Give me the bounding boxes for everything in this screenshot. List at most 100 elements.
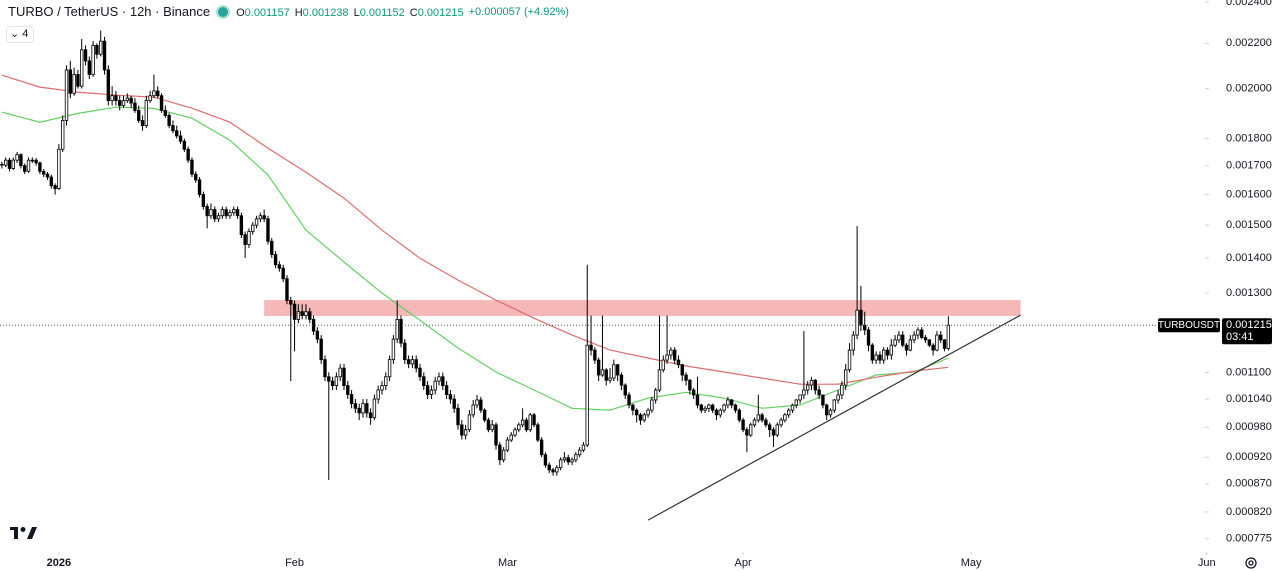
candle-body [167, 115, 171, 126]
candle-body [600, 369, 605, 376]
candle-body [532, 414, 536, 426]
candle-body [368, 412, 373, 419]
candle-body [239, 215, 244, 236]
candle-body [737, 409, 741, 421]
candle-body [726, 399, 730, 406]
candle-body [91, 45, 95, 75]
candle-body [794, 399, 798, 406]
candle-body [927, 339, 932, 346]
x-tick-label: May [961, 557, 982, 569]
candle-body [813, 379, 817, 391]
candle-body [289, 300, 293, 305]
candle-body [87, 60, 92, 75]
candle-body [904, 344, 909, 351]
candle-body [536, 424, 540, 441]
y-tick-label: 0.000820 [1226, 506, 1272, 518]
candle-body [399, 318, 403, 344]
candle-body [197, 179, 202, 195]
candle-body [665, 354, 669, 361]
candle-body [908, 339, 913, 351]
candle-body [520, 419, 525, 426]
candle-body [53, 185, 57, 190]
indicators-toggle[interactable]: ⌄ 4 [6, 26, 35, 43]
candle-body [589, 344, 593, 351]
candle-body [874, 354, 878, 361]
candle-body [691, 389, 696, 396]
candle-body [577, 449, 582, 456]
y-tick-label: 0.001100 [1226, 366, 1271, 378]
candle-body [574, 454, 578, 461]
ohlc-key: L [353, 7, 360, 19]
candle-body [133, 102, 137, 111]
symbol[interactable]: TURBO / TetherUS · 12h · Binance [8, 4, 211, 19]
candle-body [243, 234, 247, 245]
y-tick-label: 0.001700 [1226, 160, 1272, 172]
price-tag: 0.001215 [1226, 319, 1272, 331]
candle-body [775, 424, 779, 436]
candle-body [4, 159, 8, 166]
candle-body [756, 414, 760, 421]
candle-body [767, 424, 772, 431]
candle-body [524, 419, 529, 431]
candle-body [342, 367, 346, 386]
candle-body [175, 130, 179, 137]
candle-body [19, 154, 23, 167]
x-tick-label: Feb [285, 557, 304, 569]
candle-body [566, 457, 570, 463]
candle-body [262, 215, 266, 220]
candle-body [661, 359, 665, 371]
candle-body [771, 429, 776, 436]
candle-body [897, 334, 901, 341]
settings-icon[interactable] [1245, 557, 1257, 569]
candle-body [638, 414, 643, 421]
candle-body [615, 364, 620, 376]
ohlc-key: C [409, 7, 418, 19]
candle-body [790, 404, 795, 411]
candle-body [828, 409, 833, 416]
countdown: 03:41 [1226, 331, 1254, 343]
candle-body [836, 394, 840, 401]
candle-body [220, 209, 225, 217]
candle-body [920, 329, 924, 338]
candle-body [482, 409, 487, 421]
candle-body [498, 444, 502, 461]
candle-body [159, 95, 164, 111]
candle-body [99, 40, 103, 55]
candle-body [547, 464, 551, 471]
candle-body [642, 414, 646, 421]
candle-body [323, 359, 327, 378]
candle-body [703, 407, 707, 411]
candle-body [847, 349, 852, 371]
candle-body [688, 379, 692, 391]
candle-body [764, 419, 768, 426]
candle-body [608, 377, 612, 381]
header: TURBO / TetherUS · 12h · Binance O0.0011… [8, 4, 569, 19]
candle-body [384, 376, 388, 386]
candle-body [361, 403, 365, 414]
candle-body [194, 173, 198, 181]
candle-body [190, 159, 194, 175]
candle-body [448, 394, 453, 400]
ohlc-key: O [236, 7, 245, 19]
candle-body [125, 97, 130, 101]
candle-body [513, 429, 517, 436]
candle-body [714, 409, 719, 416]
ohlc-value: 0.001215 [417, 7, 464, 19]
candle-body [558, 459, 563, 469]
candle-body [581, 444, 586, 451]
candle-body [418, 367, 422, 378]
candle-body [851, 334, 856, 351]
candle-body [456, 407, 460, 426]
candle-body [277, 264, 282, 269]
candle-body [391, 338, 396, 361]
candle-body [178, 135, 183, 142]
candle-body [942, 339, 947, 349]
candle-body [923, 337, 928, 341]
x-tick-label: Jun [1198, 557, 1216, 569]
candle-body [855, 309, 859, 336]
candle-body [0, 163, 4, 166]
candle-body [939, 334, 943, 341]
candle-body [882, 349, 886, 361]
ohlc-item: L0.001152 [354, 7, 405, 19]
candle-body [7, 159, 12, 169]
